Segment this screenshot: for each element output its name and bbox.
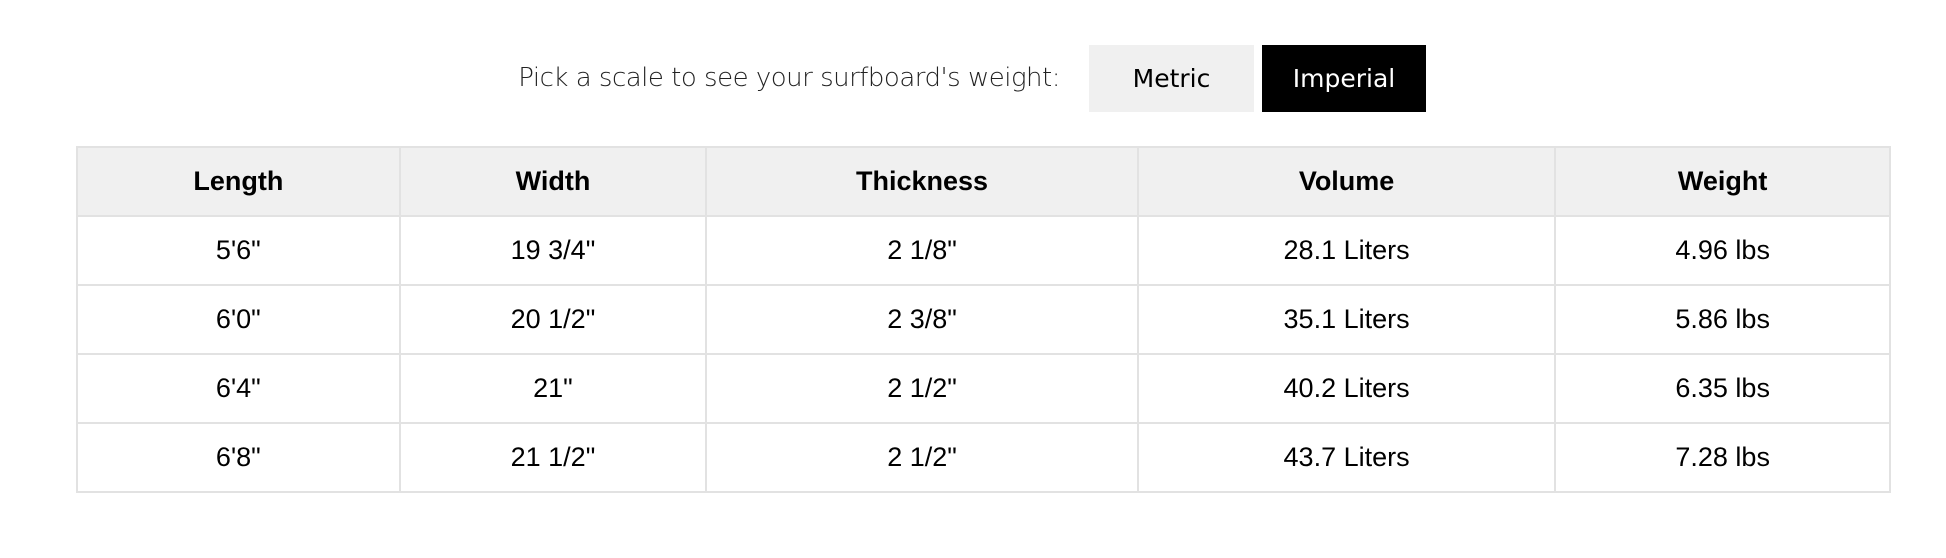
metric-button[interactable]: Metric (1089, 45, 1254, 112)
cell-thickness: 2 1/2" (705, 422, 1139, 493)
cell-volume: 43.7 Liters (1136, 422, 1557, 493)
cell-width: 20 1/2" (398, 284, 708, 355)
scale-picker-label: Pick a scale to see your surfboard's wei… (518, 63, 1060, 93)
cell-thickness: 2 1/8" (705, 215, 1139, 286)
cell-thickness: 2 3/8" (705, 284, 1139, 355)
cell-weight: 4.96 lbs (1554, 215, 1891, 286)
header-length: Length (76, 146, 401, 217)
cell-length: 6'8" (76, 422, 401, 493)
scale-picker: Pick a scale to see your surfboard's wei… (0, 45, 1946, 112)
cell-width: 19 3/4" (398, 215, 708, 286)
cell-width: 21 1/2" (398, 422, 708, 493)
header-width: Width (398, 146, 708, 217)
cell-volume: 40.2 Liters (1136, 353, 1557, 424)
cell-volume: 35.1 Liters (1136, 284, 1557, 355)
cell-length: 5'6" (76, 215, 401, 286)
table-row: 6'4" 21" 2 1/2" 40.2 Liters 6.35 lbs (76, 353, 1891, 424)
cell-weight: 7.28 lbs (1554, 422, 1891, 493)
table-header-row: Length Width Thickness Volume Weight (76, 146, 1891, 217)
cell-width: 21" (398, 353, 708, 424)
cell-thickness: 2 1/2" (705, 353, 1139, 424)
cell-weight: 5.86 lbs (1554, 284, 1891, 355)
imperial-button[interactable]: Imperial (1262, 45, 1426, 112)
table-row: 6'8" 21 1/2" 2 1/2" 43.7 Liters 7.28 lbs (76, 422, 1891, 493)
header-thickness: Thickness (705, 146, 1139, 217)
table-row: 6'0" 20 1/2" 2 3/8" 35.1 Liters 5.86 lbs (76, 284, 1891, 355)
header-volume: Volume (1136, 146, 1557, 217)
cell-weight: 6.35 lbs (1554, 353, 1891, 424)
cell-volume: 28.1 Liters (1136, 215, 1557, 286)
header-weight: Weight (1554, 146, 1891, 217)
table-row: 5'6" 19 3/4" 2 1/8" 28.1 Liters 4.96 lbs (76, 215, 1891, 286)
cell-length: 6'0" (76, 284, 401, 355)
cell-length: 6'4" (76, 353, 401, 424)
surfboard-dimensions-table: Length Width Thickness Volume Weight 5'6… (76, 146, 1891, 493)
